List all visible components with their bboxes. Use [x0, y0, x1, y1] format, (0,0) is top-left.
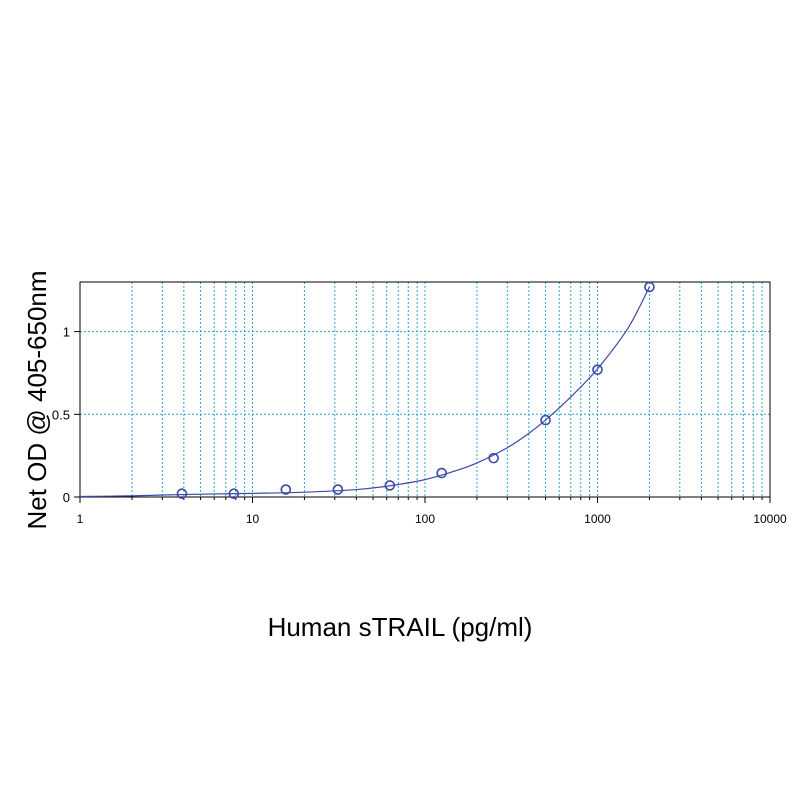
fit-curve-line [79, 286, 650, 498]
data-point [176, 488, 188, 499]
data-point [540, 414, 551, 426]
data-point [592, 364, 603, 375]
y-tick-label: 1 [63, 325, 70, 340]
y-tick-label: 0.5 [52, 407, 70, 422]
y-axis-label: Net OD @ 405-650nm [22, 270, 52, 530]
y-tick-label: 0 [63, 490, 70, 505]
x-axis-label: Human sTRAIL (pg/ml) [267, 612, 533, 642]
data-point [436, 467, 448, 479]
x-tick-label: 100 [415, 512, 435, 526]
data-point [644, 281, 655, 293]
data-point [228, 488, 240, 499]
x-tick-label: 10 [246, 512, 260, 526]
data-point [384, 480, 396, 491]
x-tick-label: 1 [77, 512, 84, 526]
x-tick-label: 1000 [584, 512, 611, 526]
data-point [332, 484, 344, 495]
data-point [280, 484, 292, 495]
x-tick-label: 10000 [753, 512, 787, 526]
data-point [488, 452, 499, 464]
